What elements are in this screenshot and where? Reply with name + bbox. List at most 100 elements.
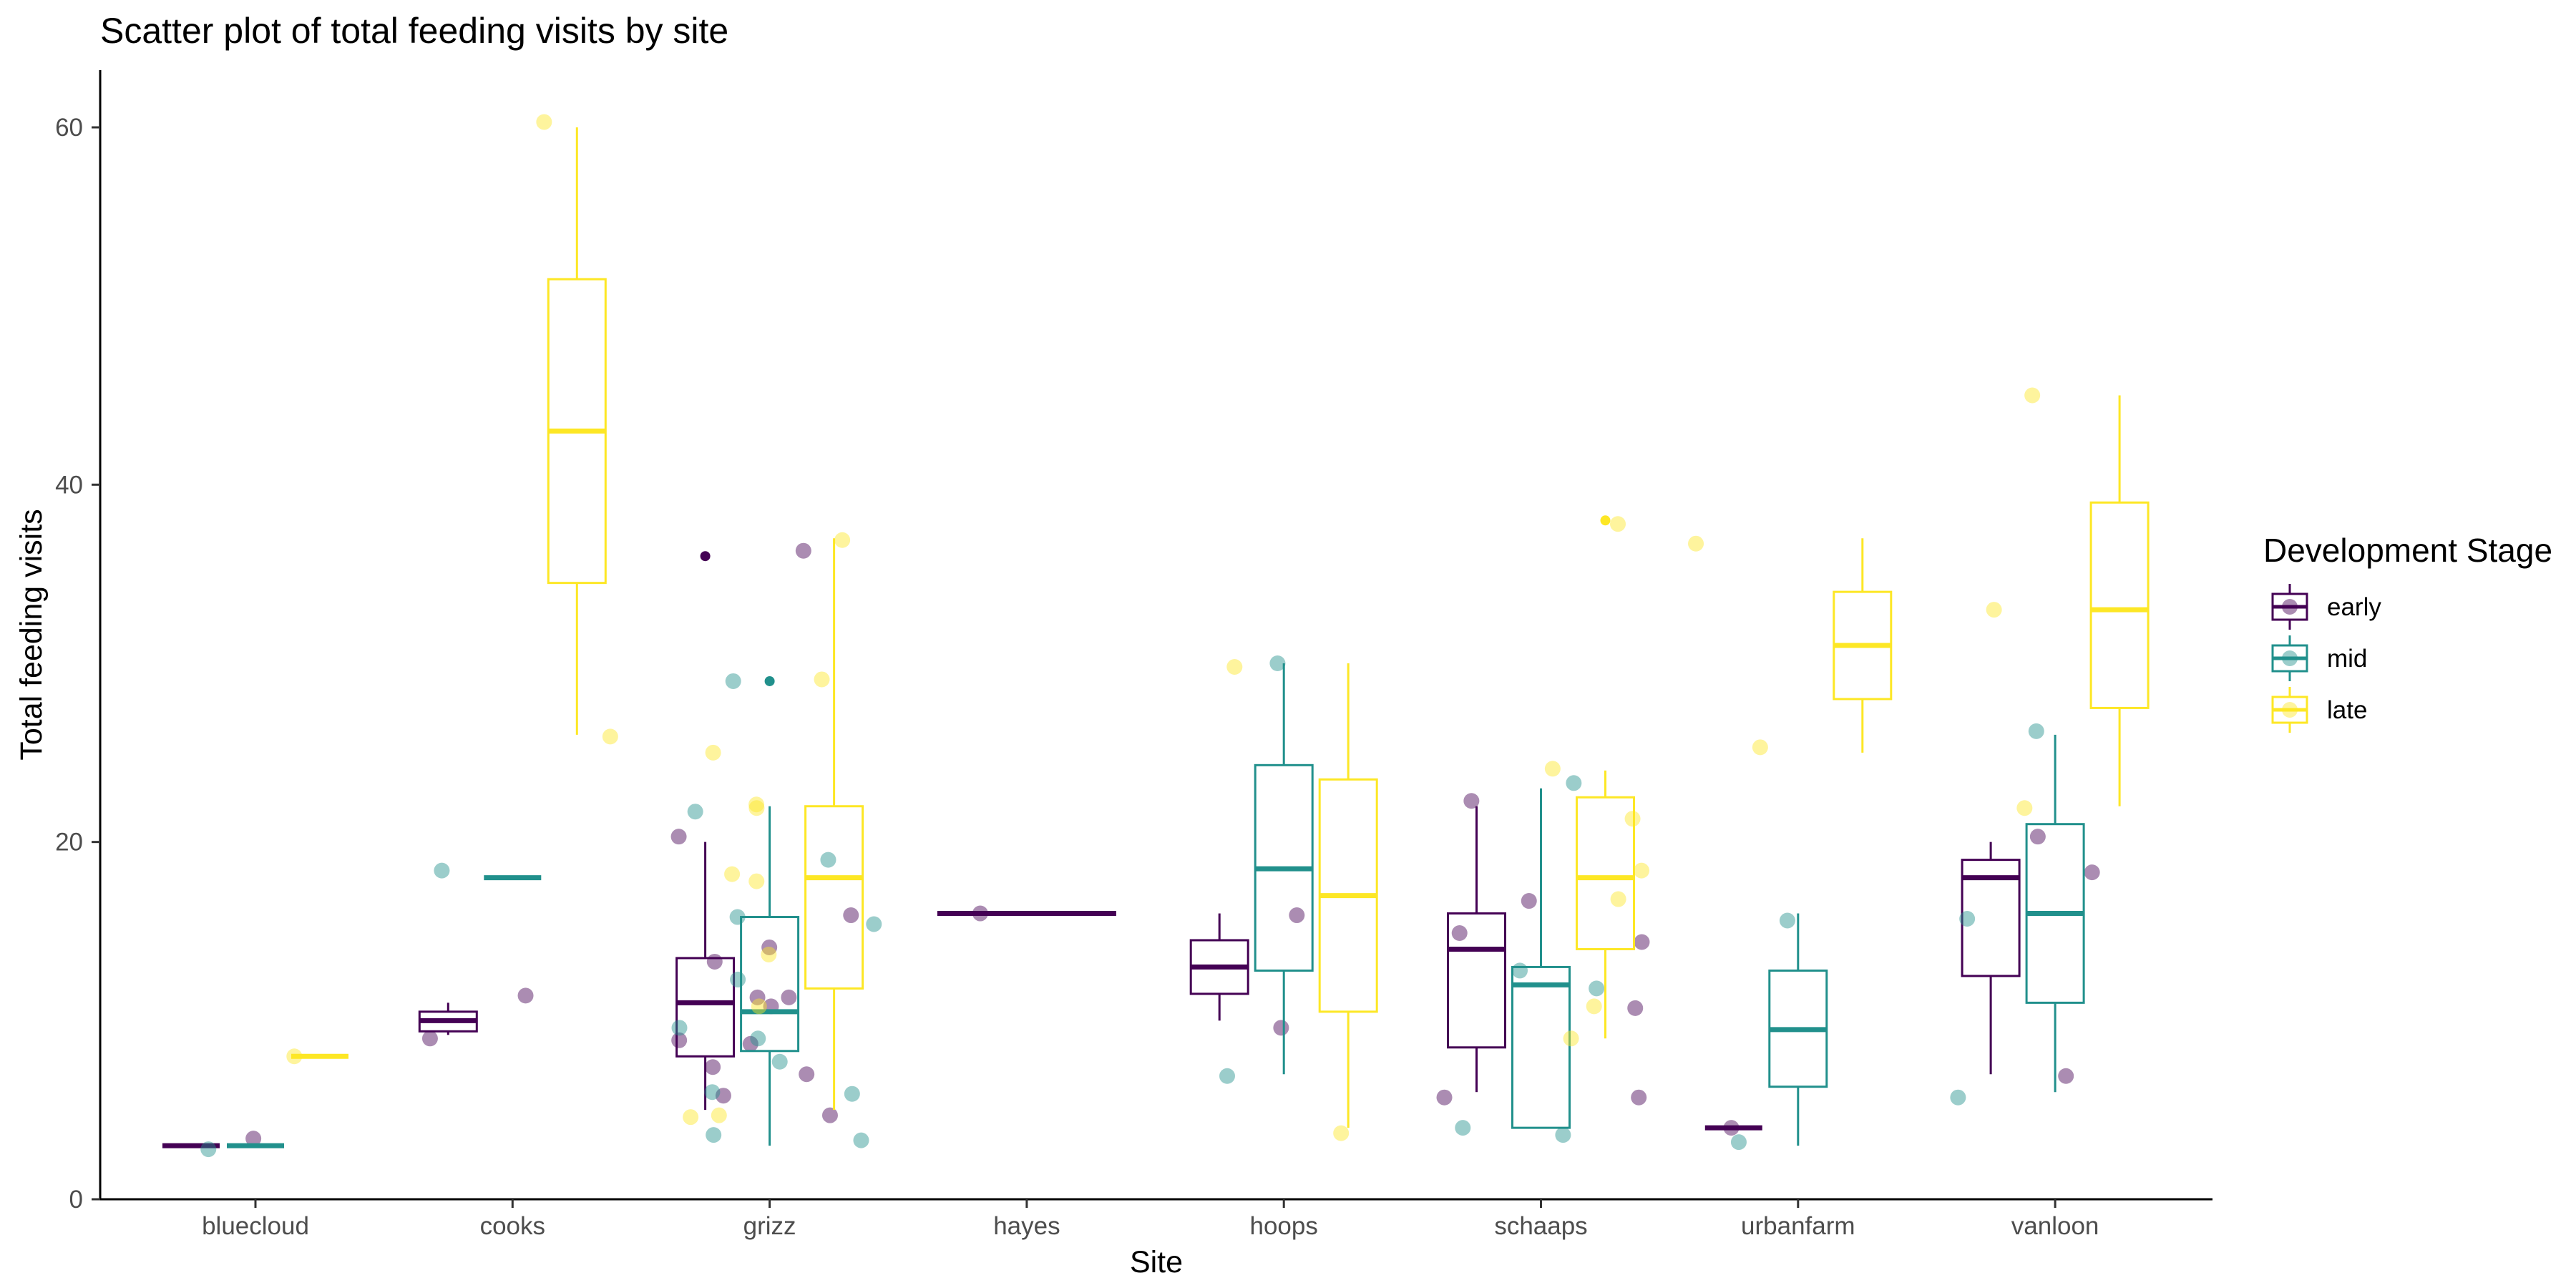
data-point [670,829,687,845]
data-point [200,1141,217,1158]
data-point [2058,1068,2074,1084]
y-tick-label: 0 [69,1186,83,1214]
data-point [1436,1089,1453,1106]
x-tick-label: schaaps [1494,1212,1587,1240]
box [1511,965,1571,1129]
chart-title: Scatter plot of total feeding visits by … [100,11,728,51]
data-point [761,939,778,955]
data-point [729,909,746,925]
data-point [972,905,988,922]
data-point [705,1059,721,1075]
data-point [1950,1089,1966,1106]
data-point [1610,516,1626,532]
y-axis-title: Total feeding visits [14,509,49,760]
data-point [711,1107,727,1123]
legend-item-mid: mid [2271,635,2367,681]
legend-item-late: late [2271,687,2367,733]
data-point [1688,535,1704,552]
data-point [2029,829,2046,845]
data-point [771,1053,788,1070]
data-point [687,804,703,820]
plot-area [162,114,2150,1158]
y-tick-label: 20 [55,829,83,857]
data-point [1624,811,1641,827]
data-point [1512,962,1528,979]
x-tick-label: hoops [1250,1212,1318,1240]
data-point [866,916,882,932]
data-point [1779,912,1795,929]
data-point [751,998,767,1015]
x-axis-title: Site [1130,1245,1183,1279]
data-point [1634,862,1650,879]
data-point [781,989,797,1005]
data-point [1269,655,1286,671]
data-point [1555,1127,1571,1143]
data-point [853,1132,869,1148]
data-point [1521,893,1537,909]
data-point [795,542,811,559]
data-point [1589,980,1605,997]
data-point [245,1131,262,1147]
data-point [1219,1068,1236,1084]
data-point [704,1084,721,1101]
data-point [724,866,741,882]
x-tick-label: cooks [480,1212,545,1240]
data-point [1752,739,1768,756]
data-point [1959,911,1976,927]
x-tick-label: hayes [993,1212,1060,1240]
data-point [834,532,851,548]
data-point [1610,891,1626,907]
box [675,957,736,1058]
data-point [683,1109,699,1126]
series-late [286,114,2150,1141]
data-point [517,987,534,1004]
legend-item-early: early [2271,584,2381,630]
data-point [2028,723,2044,739]
box [1447,912,1506,1049]
data-point [1455,1120,1471,1136]
y-tick-label: 60 [55,114,83,142]
data-point [1986,602,2002,618]
box [1961,859,2021,977]
legend-key-point [2282,650,2298,666]
legend-label: early [2327,593,2381,621]
data-point [1226,658,1243,675]
legend-label: late [2327,696,2367,724]
data-point [1586,998,1602,1015]
data-point [844,1085,860,1102]
data-point [1273,1020,1289,1036]
data-point [730,971,746,987]
data-point [715,1088,731,1104]
data-point [706,953,723,970]
data-point [748,800,765,816]
series-early [162,542,2100,1148]
data-point [1723,1120,1740,1136]
data-point [1289,907,1305,924]
legend: Development Stage early mid late [2263,532,2552,733]
data-point [748,796,765,813]
x-tick-label: urbanfarm [1741,1212,1855,1240]
data-point [1627,1000,1644,1016]
x-tick-label: bluecloud [202,1212,309,1240]
data-point [671,1032,688,1048]
data-point [1563,1030,1579,1047]
box [1576,796,1635,950]
data-point [1463,793,1480,809]
outlier-point [1600,515,1611,526]
data-point [671,1020,688,1036]
y-axis-ticks: 0 20 40 60 [55,114,100,1214]
legend-title: Development Stage [2263,532,2552,569]
data-point [749,989,766,1005]
data-point [761,946,777,962]
data-point [2084,864,2100,881]
data-point [1631,1089,1647,1106]
outlier-point [700,551,711,562]
legend-label: mid [2327,645,2367,673]
data-point [1566,775,1582,791]
x-tick-label: grizz [743,1212,796,1240]
legend-key-point [2282,702,2298,718]
y-tick-label: 40 [55,471,83,499]
data-point [725,673,741,689]
data-point [1333,1125,1350,1141]
